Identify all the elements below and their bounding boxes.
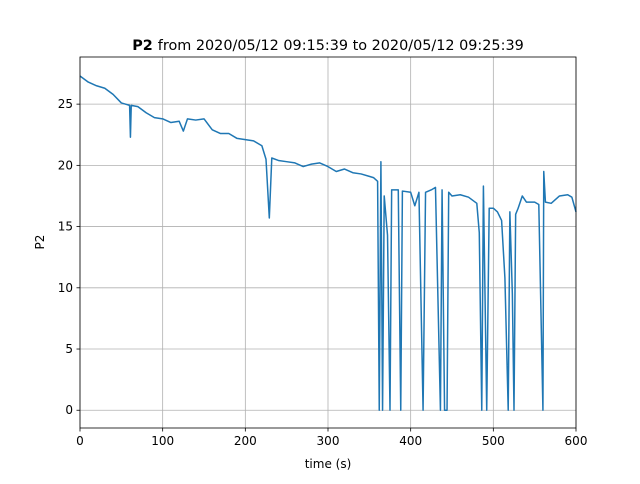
x-tick-label: 300 xyxy=(317,434,340,448)
y-tick-label: 20 xyxy=(58,158,73,172)
x-tick-label: 100 xyxy=(151,434,174,448)
x-tick-label: 400 xyxy=(399,434,422,448)
x-tick-label: 500 xyxy=(482,434,505,448)
y-tick-label: 10 xyxy=(58,281,73,295)
y-tick-label: 0 xyxy=(65,403,73,417)
y-tick-label: 15 xyxy=(58,220,73,234)
x-tick-label: 0 xyxy=(76,434,84,448)
chart-title: P2 from 2020/05/12 09:15:39 to 2020/05/12… xyxy=(132,38,524,54)
x-tick-label: 600 xyxy=(565,434,588,448)
plot-frame xyxy=(79,56,577,429)
x-axis-label: time (s) xyxy=(305,457,352,471)
y-axis-label: P2 xyxy=(33,235,47,250)
y-tick-label: 25 xyxy=(58,97,73,111)
title-rest: from 2020/05/12 09:15:39 to 2020/05/12 0… xyxy=(158,38,524,54)
x-tick-label: 200 xyxy=(234,434,257,448)
y-tick-label: 5 xyxy=(65,342,73,356)
title-bold: P2 xyxy=(132,38,153,54)
data-line xyxy=(79,75,577,411)
